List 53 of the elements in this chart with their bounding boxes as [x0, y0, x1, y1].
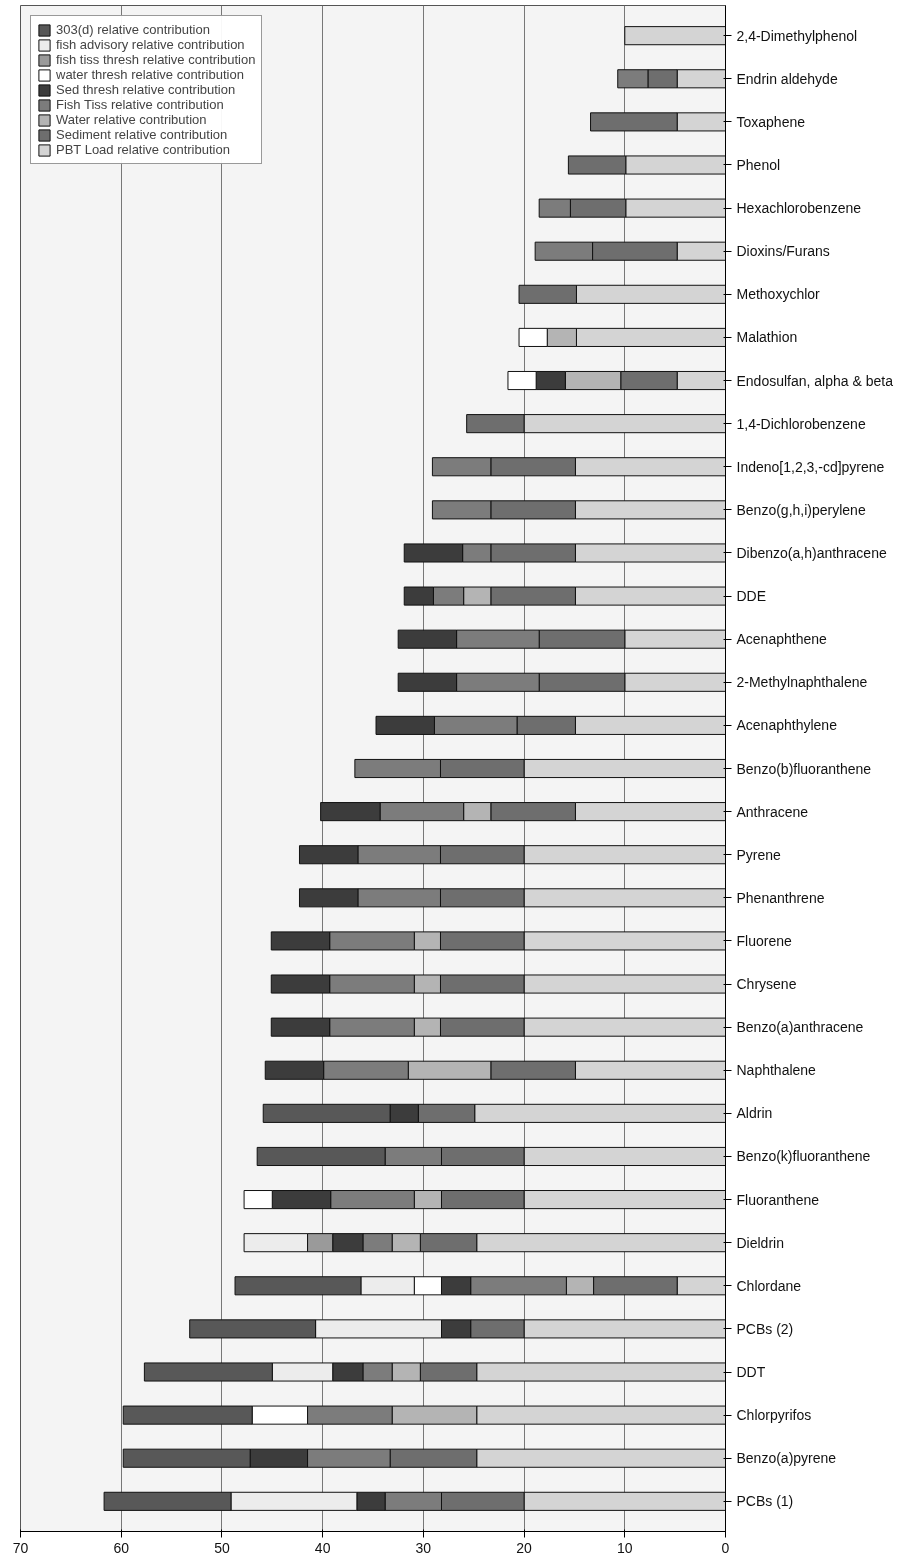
y-tick-label: Dibenzo(a,h)anthracene: [736, 544, 887, 561]
y-tick-label: PCBs (2): [736, 1320, 794, 1337]
y-tick-label: Chrysene: [736, 976, 797, 993]
legend-label: water thresh relative contribution: [56, 67, 244, 82]
x-tick-label: 10: [617, 1539, 633, 1556]
y-tick-label: Anthracene: [736, 803, 809, 820]
legend-label: Water relative contribution: [56, 112, 207, 127]
bar: [624, 26, 726, 46]
legend-label: PBT Load relative contribution: [56, 142, 230, 157]
y-tick-label: Benzo(a)anthracene: [736, 1019, 864, 1036]
x-tick-label: 70: [12, 1539, 29, 1556]
y-tick-label: Hexachlorobenzene: [736, 200, 862, 217]
legend-label: Sed thresh relative contribution: [56, 82, 236, 97]
legend-label: Sediment relative contribution: [56, 127, 228, 142]
y-tick-label: Benzo(k)fluoranthene: [736, 1148, 871, 1165]
y-tick-label: Chlordane: [736, 1277, 802, 1294]
y-tick-label: Methoxychlor: [736, 286, 821, 303]
y-tick-label: Benzo(a)pyrene: [736, 1450, 837, 1467]
y-tick-label: Malathion: [736, 329, 798, 346]
y-tick-label: PCBs (1): [736, 1493, 794, 1510]
y-tick-label: 1,4-Dichlorobenzene: [736, 415, 866, 432]
y-tick-label: Endosulfan, alpha & beta: [736, 372, 894, 389]
y-tick-label: Phenol: [736, 157, 781, 173]
y-tick-label: Benzo(b)fluoranthene: [736, 760, 872, 777]
x-tick-label: 0: [721, 1539, 730, 1556]
y-tick-label: Endrin aldehyde: [736, 70, 838, 87]
y-tick-label: Benzo(g,h,i)perylene: [736, 501, 866, 518]
y-tick-label: Phenanthrene: [736, 889, 825, 906]
y-tick-label: Dieldrin: [736, 1234, 784, 1251]
y-tick-label: 2-Methylnaphthalene: [736, 674, 868, 691]
y-tick-label: Aldrin: [736, 1105, 773, 1122]
y-tick-label: Chlorpyrifos: [736, 1407, 812, 1424]
y-tick-label: DDT: [736, 1364, 766, 1380]
x-tick-label: 30: [415, 1539, 432, 1556]
y-tick-label: Indeno[1,2,3,-cd]pyrene: [736, 458, 885, 475]
legend-label: fish advisory relative contribution: [56, 37, 245, 52]
y-tick-label: Acenaphthene: [736, 631, 828, 648]
y-tick-label: Fluorene: [736, 932, 792, 949]
legend-label: Fish Tiss relative contribution: [56, 97, 224, 112]
x-tick-label: 20: [516, 1539, 533, 1556]
x-tick-label: 60: [113, 1539, 130, 1556]
y-tick-label: 2,4-Dimethylphenol: [736, 27, 858, 44]
x-tick-label: 40: [314, 1539, 331, 1556]
legend-label: fish tiss thresh relative contribution: [56, 52, 256, 67]
y-tick-label: Acenaphthylene: [736, 717, 838, 734]
legend-label: 303(d) relative contribution: [56, 22, 210, 37]
y-tick-label: Pyrene: [736, 846, 782, 863]
y-tick-label: Dioxins/Furans: [736, 243, 830, 260]
y-tick-label: DDE: [736, 588, 767, 605]
y-tick-label: Naphthalene: [736, 1062, 817, 1079]
y-tick-label: Toxaphene: [736, 113, 806, 130]
x-tick-label: 50: [214, 1539, 230, 1556]
y-tick-label: Fluoranthene: [736, 1191, 820, 1208]
